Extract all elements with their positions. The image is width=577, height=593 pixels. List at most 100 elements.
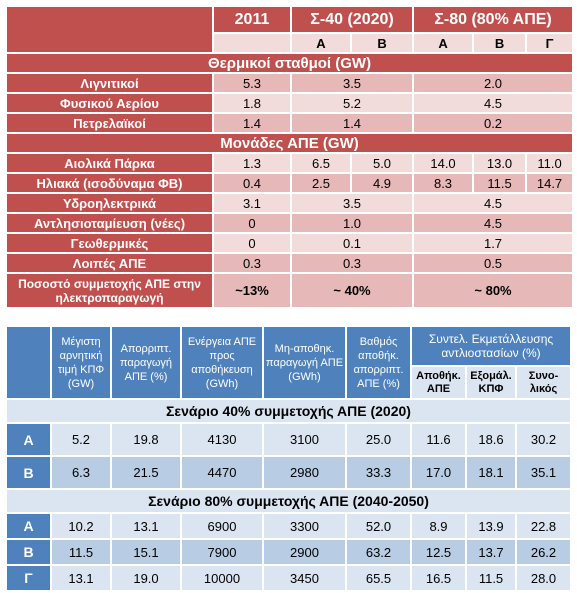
row-label: Λοιπές ΑΠΕ [5,252,214,274]
data-cell: 5.3 [212,72,292,94]
column-header: 2011 [212,5,292,34]
data-cell: 3100 [262,422,347,457]
data-cell: 4.9 [349,172,415,194]
sub-header: Γ [525,32,575,54]
row-label: Γ [5,564,52,592]
data-cell: 0.1 [289,232,415,254]
data-cell: 5.0 [349,152,415,174]
row-label: Αιολικά Πάρκα [5,152,214,174]
data-cell: 17.0 [410,455,467,490]
data-cell: 25.0 [345,422,412,457]
data-cell: 6.3 [50,455,112,490]
row-label: Αντλησιοταμίευση (νέες) [5,212,214,234]
data-cell: ~ 40% [289,272,415,309]
sub-header: Β [349,32,415,54]
table-row: Λοιπές ΑΠΕ 0.3 0.3 0.5 [5,252,575,274]
table-row: Β 11.5 15.1 7900 2900 63.2 12.5 13.7 26.2 [5,538,573,566]
sub-header: Συνο-λικός [514,365,573,400]
sub-header: Εξομάλ. ΚΠΦ [465,365,517,400]
data-cell: 5.2 [289,92,415,114]
data-cell: 8.3 [412,172,475,194]
table-row: Λιγνιτικοί 5.3 3.5 2.0 [5,72,575,94]
data-cell: 13.1 [50,564,112,592]
table-row: Ποσοστό συμμετοχής ΑΠΕ στην ηλεκτροπαραγ… [5,272,575,309]
data-cell: 14.7 [525,172,575,194]
data-cell: 3450 [262,564,347,592]
data-cell: 1.4 [289,112,415,134]
table-row: Α 10.2 13.1 6900 3300 52.0 8.9 13.9 22.8 [5,512,573,540]
table-row: Αιολικά Πάρκα 1.3 6.5 5.0 14.0 13.0 11.0 [5,152,575,174]
column-header: Σ-40 (2020) [289,5,415,34]
row-label: Υδροηλεκτρικά [5,192,214,214]
data-cell: 11.5 [50,538,112,566]
table-row: Σενάριο 80% συμμετοχής ΑΠΕ (2040-2050) [4,488,573,514]
data-cell: 2980 [262,455,347,490]
data-cell: 4470 [180,455,264,490]
data-cell: 6900 [180,512,264,540]
data-cell: 4.5 [412,92,575,114]
column-header: Μέγιστη αρνητική τιμή ΚΠΦ (GW) [50,325,112,400]
table-row: Σενάριο 40% συμμετοχής ΑΠΕ (2020) [4,398,573,424]
table-row: Θερμικοί σταθμοί (GW) [4,52,575,74]
data-cell: 19.0 [110,564,182,592]
sub-header: Αποθήκ. ΑΠΕ [410,365,467,400]
data-cell: 10.2 [50,512,112,540]
row-label: Α [5,422,52,457]
row-label: Ποσοστό συμμετοχής ΑΠΕ στην ηλεκτροπαραγ… [5,272,214,309]
table-row: Φυσικού Αερίου 1.8 5.2 4.5 [5,92,575,114]
data-cell: 15.1 [110,538,182,566]
data-cell: 2900 [262,538,347,566]
row-label: Β [5,538,52,566]
data-cell: 11.5 [465,564,517,592]
table-row: Αποθήκ. ΑΠΕ Εξομάλ. ΚΠΦ Συνο-λικός [6,365,573,400]
table-row: Α 5.2 19.8 4130 3100 25.0 11.6 18.6 30.2 [5,422,573,457]
row-label: Λιγνιτικοί [5,72,214,94]
data-cell: 4.5 [412,192,575,214]
data-cell: 3.1 [212,192,292,214]
table-row: Β 6.3 21.5 4470 2980 33.3 17.0 18.1 35.1 [5,455,573,490]
data-cell: ~13% [212,272,292,309]
section-title: Σενάριο 80% συμμετοχής ΑΠΕ (2040-2050) [4,488,573,514]
data-cell: 3.5 [289,192,415,214]
table-row: Πετρελαϊκοί 1.4 1.4 0.2 [5,112,575,134]
row-label: Α [5,512,52,540]
data-cell: 3300 [262,512,347,540]
column-header: Ενέργεια ΑΠΕ προς αποθήκευση (GWh) [180,325,264,400]
section-title: Σενάριο 40% συμμετοχής ΑΠΕ (2020) [4,398,573,424]
column-header: Σ-80 (80% ΑΠΕ) [412,5,575,34]
table-row: Γεωθερμικές 0 0.1 1.7 [5,232,575,254]
data-cell: 13.0 [472,152,528,174]
table-row: 2011 Σ-40 (2020) Σ-80 (80% ΑΠΕ) [5,5,575,54]
data-cell: 8.9 [410,512,467,540]
data-cell: 2.0 [412,72,575,94]
capacity-table: 2011 Σ-40 (2020) Σ-80 (80% ΑΠΕ) Α Β Α Β Γ Θερμικ… [4,5,575,309]
section-title: Θερμικοί σταθμοί (GW) [4,52,575,74]
data-cell: 18.6 [465,422,517,457]
sub-header: Α [290,32,352,54]
data-cell: 0.5 [412,252,575,274]
data-cell: 7900 [180,538,264,566]
data-cell: 1.8 [212,92,292,114]
data-cell: 0.4 [212,172,292,194]
data-cell: 65.5 [345,564,412,592]
data-cell: 30.2 [514,422,573,457]
data-cell: 0 [212,232,292,254]
data-cell: 6.5 [290,152,352,174]
data-cell: ~ 80% [412,272,575,309]
table-row: Γ 13.1 19.0 10000 3450 65.5 16.5 11.5 28.0 [5,564,573,592]
data-cell: 33.3 [345,455,412,490]
table-row: Μέγιστη αρνητική τιμή ΚΠΦ (GW) Απορριπτ. … [5,325,573,400]
data-cell: 1.3 [212,152,292,174]
data-cell: 19.8 [110,422,182,457]
data-cell: 5.2 [50,422,112,457]
row-label: Πετρελαϊκοί [5,112,214,134]
data-cell: 21.5 [110,455,182,490]
corner-cell [5,325,52,400]
data-cell: 0 [212,212,292,234]
table-row: Μονάδες ΑΠΕ (GW) [4,132,575,154]
data-cell: 0.2 [412,112,575,134]
corner-cell [5,5,214,54]
data-cell: 35.1 [514,455,573,490]
